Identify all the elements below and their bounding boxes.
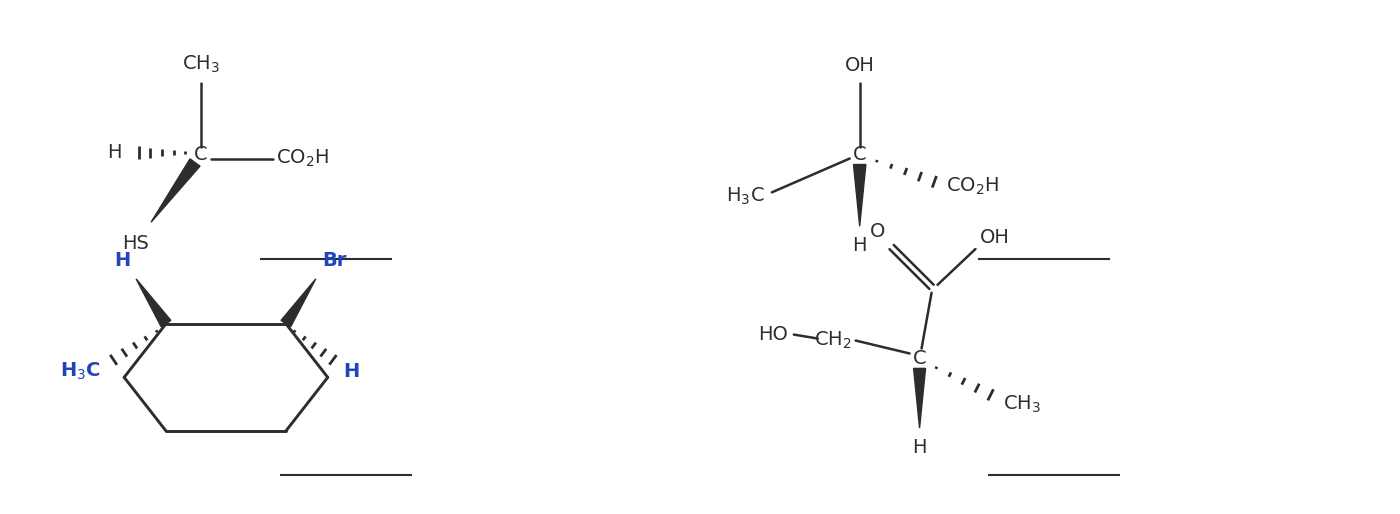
Text: CH$_2$: CH$_2$ <box>813 330 851 351</box>
Text: C: C <box>913 349 927 368</box>
Text: H: H <box>853 236 867 255</box>
Polygon shape <box>136 279 171 327</box>
Text: C: C <box>195 145 207 164</box>
Text: H$_3$C: H$_3$C <box>727 186 764 207</box>
Polygon shape <box>914 369 925 428</box>
Text: CH$_3$: CH$_3$ <box>182 53 220 75</box>
Text: HO: HO <box>757 325 788 344</box>
Text: OH: OH <box>844 56 875 75</box>
Polygon shape <box>281 279 316 327</box>
Text: CH$_3$: CH$_3$ <box>1004 394 1042 415</box>
Polygon shape <box>151 159 200 222</box>
Text: H: H <box>913 438 927 457</box>
Text: C: C <box>853 145 867 164</box>
Text: H: H <box>106 143 122 162</box>
Text: CO$_2$H: CO$_2$H <box>945 176 998 197</box>
Text: HS: HS <box>122 234 148 253</box>
Text: H: H <box>344 362 360 381</box>
Text: OH: OH <box>980 228 1009 247</box>
Text: H: H <box>113 251 130 270</box>
Text: H$_3$C: H$_3$C <box>60 361 101 382</box>
Text: O: O <box>871 222 886 241</box>
Polygon shape <box>854 164 865 226</box>
Text: Br: Br <box>322 251 346 270</box>
Text: CO$_2$H: CO$_2$H <box>276 148 329 169</box>
